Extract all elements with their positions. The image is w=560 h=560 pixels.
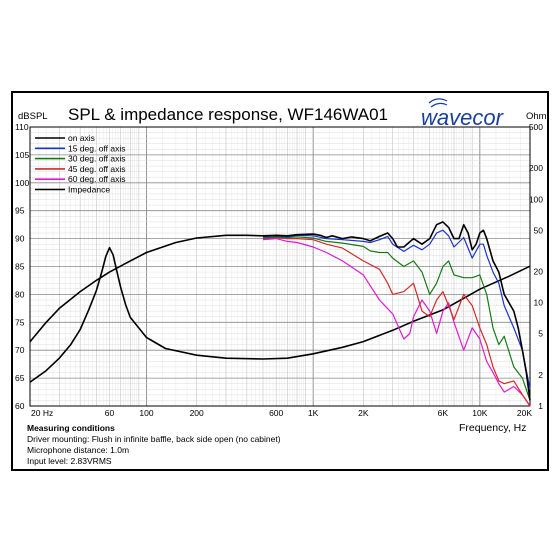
measuring-notes: Measuring conditions Driver mounting: Fl… (27, 423, 281, 466)
chart-frame: SPL & impedance response, WF146WA01 dBSP… (11, 91, 549, 471)
chart-svg: SPL & impedance response, WF146WA01 dBSP… (15, 98, 547, 466)
notes-heading: Measuring conditions (27, 423, 115, 433)
x-tick-label: 2K (358, 408, 369, 418)
notes-line-input-level: Input level: 2.83VRMS (27, 456, 112, 466)
legend-label: 45 deg. off axis (68, 164, 126, 174)
y-left-tick-label: 80 (15, 289, 25, 299)
y-left-tick-label: 110 (15, 122, 29, 132)
y-left-tick-label: 90 (15, 234, 25, 244)
legend-label: on axis (68, 133, 95, 143)
legend-label: 60 deg. off axis (68, 174, 126, 184)
y-left-tick-label: 70 (15, 345, 25, 355)
x-tick-label: 6K (438, 408, 449, 418)
x-tick-label: 20 Hz (31, 408, 53, 418)
y-left-tick-label: 85 (15, 262, 25, 272)
y-right-tick-label: 50 (534, 225, 544, 235)
wavecor-logo: wavecor (421, 105, 505, 130)
y-right-tick-label: 5 (538, 329, 543, 339)
series-line-15-deg-off-axis (262, 229, 531, 390)
series-line-impedance (29, 246, 531, 383)
y-left-tick-label: 65 (15, 373, 25, 383)
legend-label: 15 deg. off axis (68, 143, 126, 153)
y-left-tick-label: 75 (15, 317, 25, 327)
x-tick-label: 10K (472, 408, 487, 418)
x-tick-label: 600 (269, 408, 283, 418)
y-right-tick-label: 1 (538, 401, 543, 411)
notes-line-mic-distance: Microphone distance: 1.0m (27, 445, 129, 455)
series-line-30-deg-off-axis (262, 236, 531, 401)
y-right-tick-label: 100 (529, 194, 543, 204)
axis-tick-labels: 1101051009590858075706560500200100502010… (15, 122, 543, 418)
notes-line-mounting: Driver mounting: Flush in infinite baffl… (27, 434, 281, 444)
series-line-45-deg-off-axis (262, 236, 531, 407)
y-right-tick-label: 2 (538, 370, 543, 380)
wavecor-logo-waves (428, 98, 448, 108)
chart-title: SPL & impedance response, WF146WA01 (68, 105, 388, 124)
y-left-tick-label: 105 (15, 150, 29, 160)
y-left-tick-label: 100 (15, 178, 29, 188)
x-tick-label: 60 (105, 408, 115, 418)
y-right-tick-label: 20 (534, 267, 544, 277)
x-tick-label: 1K (308, 408, 319, 418)
y-left-tick-label: 95 (15, 206, 25, 216)
x-tick-label: 100 (139, 408, 153, 418)
y-left-tick-label: 60 (15, 401, 25, 411)
x-tick-label: 200 (190, 408, 204, 418)
series-line-on-axis (29, 221, 531, 401)
series-line-60-deg-off-axis (262, 238, 531, 407)
y-right-tick-label: 10 (534, 298, 544, 308)
right-axis-unit: Ohm (526, 111, 547, 122)
plot-grid (29, 126, 531, 407)
legend-label: 30 deg. off axis (68, 154, 126, 164)
x-axis-label: Frequency, Hz (459, 422, 527, 434)
left-axis-unit: dBSPL (18, 111, 48, 122)
legend-label: Impedance (68, 185, 110, 195)
series-layer (29, 221, 531, 407)
x-tick-label: 20K (517, 408, 532, 418)
y-right-tick-label: 500 (529, 122, 543, 132)
y-right-tick-label: 200 (529, 163, 543, 173)
